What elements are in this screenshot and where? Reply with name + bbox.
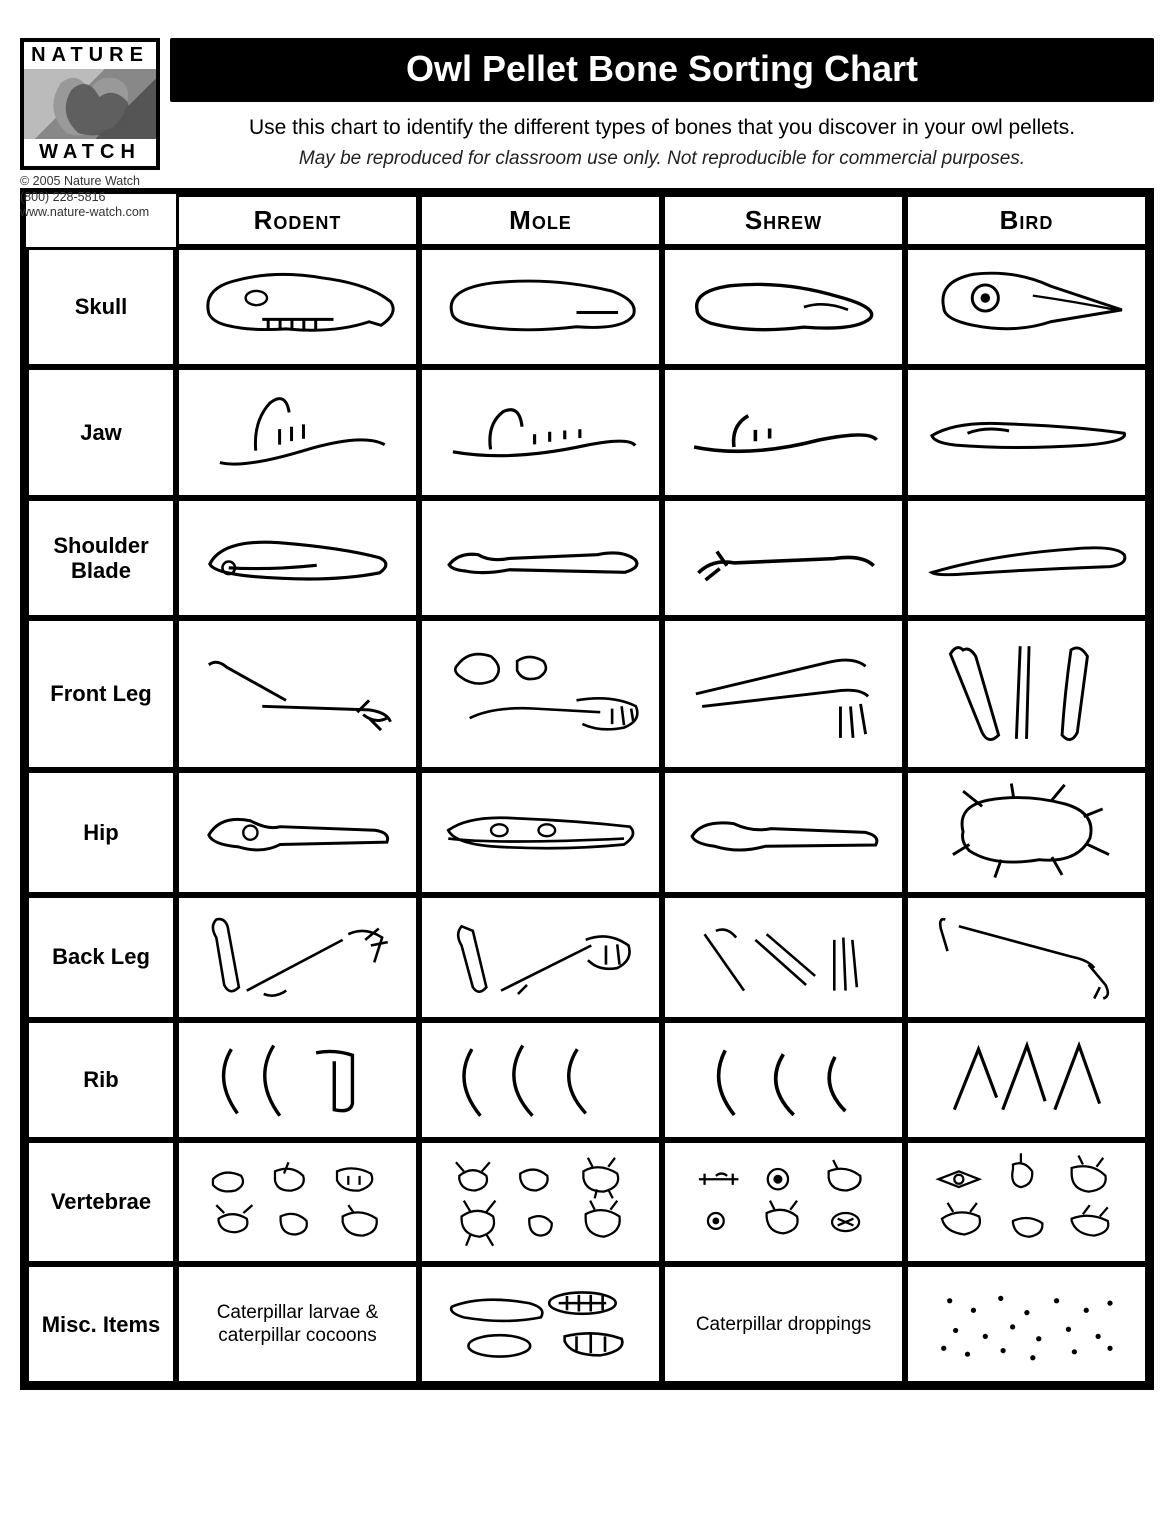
cell-hip-mole (419, 770, 662, 895)
cell-frontleg-rodent (176, 618, 419, 770)
cell-frontleg-mole (419, 618, 662, 770)
page: NATURE WATCH © 2005 Nature Watch (800) 2… (20, 38, 1154, 1390)
col-header-rodent: Rodent (176, 194, 419, 247)
bone-chart: Rodent Mole Shrew Bird Skull Jaw Shoulde… (20, 188, 1154, 1390)
meta-phone: (800) 228-5816 (20, 190, 180, 206)
cell-shoulder-mole (419, 498, 662, 618)
cell-frontleg-shrew (662, 618, 905, 770)
cell-vert-bird (905, 1140, 1148, 1265)
cell-rib-rodent (176, 1020, 419, 1140)
page-subtitle: Use this chart to identify the different… (170, 116, 1154, 140)
page-note: May be reproduced for classroom use only… (170, 148, 1154, 170)
meta-block: © 2005 Nature Watch (800) 228-5816 www.n… (20, 174, 180, 221)
cell-skull-bird (905, 247, 1148, 367)
row-label-hip: Hip (26, 770, 176, 895)
cell-skull-mole (419, 247, 662, 367)
row-label-frontleg: Front Leg (26, 618, 176, 770)
cell-skull-rodent (176, 247, 419, 367)
cell-skull-shrew (662, 247, 905, 367)
cell-backleg-mole (419, 895, 662, 1020)
cell-rib-shrew (662, 1020, 905, 1140)
cell-misc-droppings-img (905, 1264, 1148, 1384)
col-header-mole: Mole (419, 194, 662, 247)
cell-rib-bird (905, 1020, 1148, 1140)
cell-vert-mole (419, 1140, 662, 1265)
cell-vert-rodent (176, 1140, 419, 1265)
page-title: Owl Pellet Bone Sorting Chart (170, 38, 1154, 102)
row-label-rib: Rib (26, 1020, 176, 1140)
logo-text-top: NATURE (24, 42, 156, 69)
row-label-misc: Misc. Items (26, 1264, 176, 1384)
col-header-bird: Bird (905, 194, 1148, 247)
row-label-vertebrae: Vertebrae (26, 1140, 176, 1265)
cell-misc-larvae-img (419, 1264, 662, 1384)
row-label-skull: Skull (26, 247, 176, 367)
row-label-jaw: Jaw (26, 367, 176, 498)
cell-misc-larvae-label: Caterpillar larvae & caterpillar cocoons (176, 1264, 419, 1384)
row-label-shoulder: Shoulder Blade (26, 498, 176, 618)
cell-jaw-shrew (662, 367, 905, 498)
cell-frontleg-bird (905, 618, 1148, 770)
cell-jaw-rodent (176, 367, 419, 498)
meta-url: www.nature-watch.com (20, 205, 180, 221)
cell-backleg-rodent (176, 895, 419, 1020)
cell-hip-rodent (176, 770, 419, 895)
cell-shoulder-bird (905, 498, 1148, 618)
cell-backleg-shrew (662, 895, 905, 1020)
cell-jaw-bird (905, 367, 1148, 498)
logo-text-bottom: WATCH (24, 139, 156, 166)
cell-backleg-bird (905, 895, 1148, 1020)
row-label-backleg: Back Leg (26, 895, 176, 1020)
cell-shoulder-rodent (176, 498, 419, 618)
cell-hip-bird (905, 770, 1148, 895)
col-header-shrew: Shrew (662, 194, 905, 247)
cell-rib-mole (419, 1020, 662, 1140)
cell-jaw-mole (419, 367, 662, 498)
logo-block: NATURE WATCH © 2005 Nature Watch (800) 2… (20, 38, 180, 221)
cell-shoulder-shrew (662, 498, 905, 618)
cell-hip-shrew (662, 770, 905, 895)
logo-leaf-icon (24, 69, 156, 139)
meta-copyright: © 2005 Nature Watch (20, 174, 180, 190)
cell-vert-shrew (662, 1140, 905, 1265)
cell-misc-droppings-label: Caterpillar droppings (662, 1264, 905, 1384)
logo-box: NATURE WATCH (20, 38, 160, 170)
